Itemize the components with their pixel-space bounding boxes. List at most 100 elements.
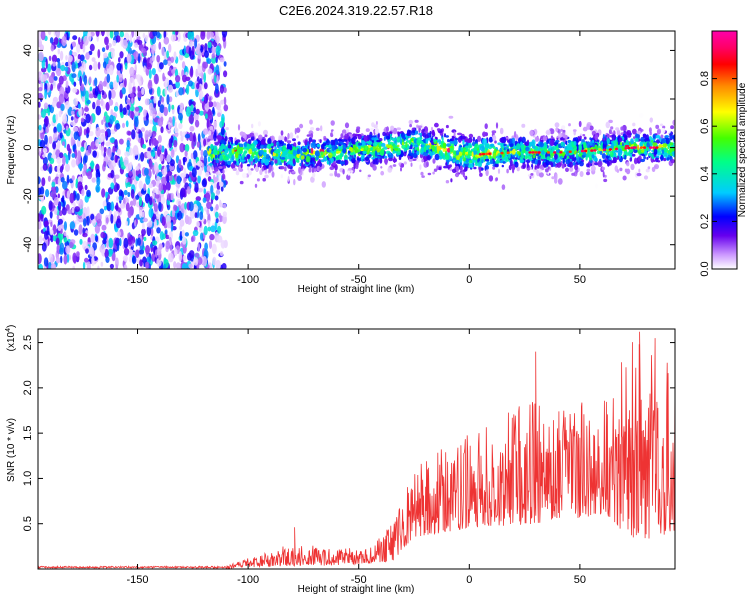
heatmap-cell: [427, 154, 431, 161]
heatmap-cell: [537, 151, 541, 154]
heatmap-cell: [70, 110, 75, 116]
heatmap-cell: [661, 138, 666, 144]
heatmap-cell: [660, 128, 666, 134]
heatmap-cell: [49, 157, 55, 164]
heatmap-cell: [86, 127, 90, 135]
heatmap-cell: [672, 150, 675, 158]
heatmap-cell: [162, 72, 165, 82]
heatmap-cell: [368, 154, 372, 157]
heatmap-cell: [514, 157, 518, 160]
heatmap-cell: [259, 162, 262, 169]
heatmap-cell: [144, 130, 149, 141]
heatmap-cell: [101, 145, 104, 157]
heatmap-cell: [211, 46, 217, 55]
snr-series-line: [38, 331, 675, 569]
heatmap-cell: [466, 154, 471, 159]
heatmap-cell: [102, 239, 107, 245]
heatmap-cell: [246, 154, 251, 160]
heatmap-cell: [187, 31, 193, 40]
heatmap-cell: [81, 95, 86, 102]
heatmap-cell: [665, 137, 670, 145]
heatmap-cell: [616, 169, 620, 173]
heatmap-cell: [612, 156, 617, 163]
heatmap-cell: [420, 171, 424, 176]
heatmap-cell: [85, 113, 91, 124]
heatmap-cell: [222, 161, 226, 166]
heatmap-cell: [215, 218, 219, 224]
heatmap-cell: [279, 135, 285, 141]
heatmap-cell: [315, 155, 319, 161]
heatmap-cell: [586, 149, 591, 157]
heatmap-cell: [227, 144, 232, 149]
x-tick-label: 0: [466, 574, 472, 586]
heatmap-cell: [304, 145, 309, 148]
heatmap-cell: [204, 43, 208, 53]
heatmap-cell: [91, 256, 95, 267]
heatmap-cell: [446, 143, 451, 147]
heatmap-cell: [127, 236, 133, 245]
heatmap-cell: [101, 224, 107, 231]
heatmap-cell: [92, 150, 97, 158]
heatmap-cell: [163, 165, 168, 176]
heatmap-cell: [196, 82, 200, 90]
heatmap-cell: [406, 132, 412, 137]
heatmap-cell: [372, 142, 378, 147]
y-tick-label: -40: [22, 237, 34, 253]
heatmap-cell: [136, 237, 142, 246]
colorbar-gradient: [711, 30, 738, 270]
heatmap-cell: [611, 134, 617, 141]
heatmap-cell: [660, 123, 663, 127]
heatmap-cell: [69, 192, 75, 204]
heatmap-cell: [61, 206, 67, 216]
heatmap-cell: [477, 135, 482, 142]
heatmap-cell: [473, 150, 478, 155]
heatmap-cell: [215, 189, 220, 196]
heatmap-cell: [247, 134, 251, 139]
heatmap-cell: [100, 98, 104, 107]
heatmap-cell: [165, 240, 170, 250]
heatmap-cell: [636, 172, 642, 177]
heatmap-cell: [127, 209, 132, 219]
heatmap-cell: [72, 51, 78, 57]
heatmap-cell: [204, 50, 209, 58]
heatmap-cell: [157, 117, 164, 127]
heatmap-cell: [531, 159, 535, 164]
heatmap-cell: [605, 121, 611, 129]
heatmap-cell: [488, 136, 493, 143]
heatmap-cell: [185, 71, 188, 77]
heatmap-cell: [95, 168, 101, 180]
heatmap-cell: [328, 152, 333, 159]
heatmap-cell: [662, 143, 668, 148]
heatmap-cell: [89, 246, 95, 257]
heatmap-cell: [340, 161, 345, 165]
heatmap-cell: [421, 147, 425, 154]
heatmap-cell: [481, 159, 484, 164]
heatmap-cell: [52, 61, 57, 67]
heatmap-cell: [388, 152, 392, 156]
heatmap-cell: [328, 159, 332, 166]
heatmap-cell: [38, 219, 42, 230]
heatmap-cell: [239, 180, 244, 185]
heatmap-cell: [396, 127, 402, 131]
heatmap-cell: [434, 136, 437, 140]
heatmap-cell: [148, 129, 152, 138]
heatmap-cell: [287, 176, 290, 182]
heatmap-cell: [171, 69, 176, 74]
heatmap-cell: [148, 207, 154, 218]
heatmap-cell: [357, 133, 362, 140]
heatmap-cell: [119, 138, 124, 145]
heatmap-cell: [250, 160, 253, 166]
heatmap-cell: [179, 219, 185, 227]
heatmap-cell: [66, 143, 71, 152]
heatmap-cell: [71, 153, 76, 158]
heatmap-cell: [350, 152, 354, 156]
heatmap-cell: [142, 144, 147, 149]
heatmap-cell: [459, 165, 463, 172]
heatmap-cell: [112, 80, 118, 91]
heatmap-cell: [451, 168, 457, 173]
heatmap-cell: [141, 87, 145, 96]
heatmap-cell: [206, 58, 212, 64]
heatmap-cell: [193, 107, 197, 114]
heatmap-cell: [462, 157, 466, 162]
heatmap-cell: [647, 166, 651, 170]
